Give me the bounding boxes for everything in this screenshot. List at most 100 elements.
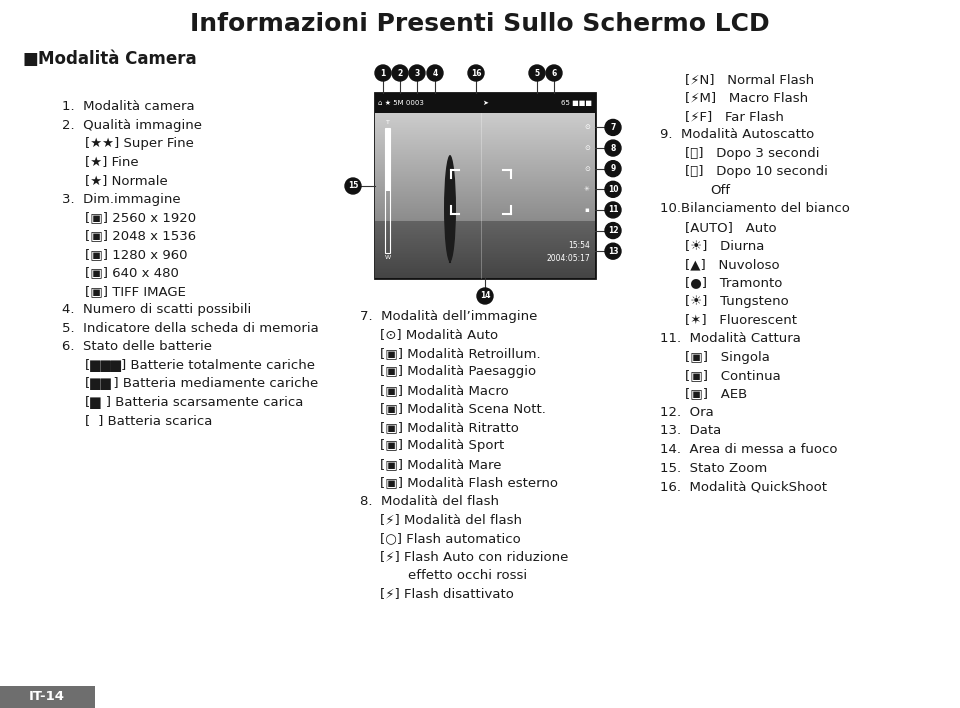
Bar [375, 254, 595, 255]
Bar [375, 116, 595, 117]
Bar [375, 135, 595, 136]
Bar [375, 114, 595, 115]
Text: 14: 14 [480, 292, 491, 300]
Circle shape [546, 65, 562, 81]
Text: 5.  Indicatore della scheda di memoria: 5. Indicatore della scheda di memoria [62, 322, 319, 335]
Bar [375, 226, 595, 227]
Bar [375, 261, 595, 262]
Bar [375, 194, 595, 195]
Bar [0, 686, 95, 708]
Text: 6: 6 [551, 69, 557, 77]
Bar [375, 251, 595, 252]
Bar [375, 199, 595, 200]
Bar [375, 140, 595, 141]
Text: ⊙: ⊙ [584, 125, 590, 130]
Bar [375, 185, 595, 186]
Circle shape [375, 65, 391, 81]
Text: 15: 15 [348, 181, 358, 190]
Bar [375, 246, 595, 247]
Bar [375, 247, 595, 248]
Bar [375, 161, 595, 162]
Bar [375, 125, 595, 126]
Text: 15:54: 15:54 [568, 241, 590, 250]
Bar [375, 227, 595, 228]
Bar [375, 149, 595, 150]
Text: [▣] Modalità Sport: [▣] Modalità Sport [380, 440, 504, 452]
Ellipse shape [444, 155, 456, 262]
Text: ⊙: ⊙ [584, 166, 590, 171]
Bar [375, 166, 595, 167]
Text: 13.  Data: 13. Data [660, 425, 721, 438]
Bar [375, 215, 595, 216]
Bar [375, 234, 595, 235]
Bar [375, 243, 595, 244]
Bar [375, 169, 595, 170]
Bar [375, 203, 595, 204]
Bar [375, 167, 595, 168]
Text: Modalità Camera: Modalità Camera [38, 50, 197, 68]
Text: [★] Fine: [★] Fine [85, 156, 138, 169]
Bar [375, 174, 595, 175]
Text: [★★] Super Fine: [★★] Super Fine [85, 137, 194, 150]
Text: [▣] Modalità Paesaggio: [▣] Modalità Paesaggio [380, 365, 536, 379]
Bar [375, 142, 595, 143]
Bar [375, 115, 595, 116]
Circle shape [529, 65, 545, 81]
Bar [385, 128, 390, 253]
Text: 12: 12 [608, 226, 618, 235]
Text: 10.Bilanciamento del bianco: 10.Bilanciamento del bianco [660, 202, 850, 215]
Bar [375, 202, 595, 203]
Bar [375, 205, 595, 206]
Text: 12.  Ora: 12. Ora [660, 406, 713, 419]
Bar [375, 262, 595, 263]
Bar [375, 141, 595, 142]
Bar [375, 118, 595, 119]
Bar [375, 196, 595, 197]
Text: [▣] Modalità Scena Nott.: [▣] Modalità Scena Nott. [380, 403, 546, 416]
Text: [▣] Modalità Retroillum.: [▣] Modalità Retroillum. [380, 347, 540, 360]
Bar [375, 159, 595, 160]
Text: 6.  Stato delle batterie: 6. Stato delle batterie [62, 341, 212, 353]
Bar [375, 208, 595, 209]
Bar [375, 191, 595, 192]
Bar [375, 225, 595, 226]
Bar [375, 133, 595, 134]
Bar [375, 218, 595, 219]
Text: Informazioni Presenti Sullo Schermo LCD: Informazioni Presenti Sullo Schermo LCD [190, 12, 770, 36]
Bar [375, 258, 595, 259]
Text: [⚡] Flash Auto con riduzione: [⚡] Flash Auto con riduzione [380, 551, 568, 564]
Bar [375, 249, 595, 250]
Bar [375, 248, 595, 249]
Text: [★] Normale: [★] Normale [85, 174, 168, 187]
Text: [▣]   AEB: [▣] AEB [685, 387, 747, 401]
Text: W: W [384, 255, 391, 260]
Bar [375, 277, 595, 278]
Bar [375, 212, 595, 213]
Bar [375, 264, 595, 265]
Text: 1.  Modalità camera: 1. Modalità camera [62, 100, 195, 113]
Text: [▣] 2048 x 1536: [▣] 2048 x 1536 [85, 229, 196, 243]
Text: 3.  Dim.immagine: 3. Dim.immagine [62, 193, 180, 205]
Circle shape [605, 120, 621, 135]
Bar [375, 221, 595, 278]
Bar [375, 177, 595, 178]
Bar [375, 259, 595, 260]
Bar [375, 134, 595, 135]
Text: Off: Off [710, 184, 730, 197]
Bar [375, 127, 595, 128]
Text: [▣]   Continua: [▣] Continua [685, 369, 780, 382]
Text: ▪: ▪ [585, 207, 589, 213]
Text: T: T [386, 120, 390, 125]
Bar [375, 186, 595, 187]
Bar [375, 204, 595, 205]
Bar [375, 137, 595, 138]
Bar [375, 179, 595, 180]
Bar [375, 269, 595, 270]
Text: 3: 3 [415, 69, 420, 77]
Bar [375, 223, 595, 224]
Bar [375, 228, 595, 229]
Bar [375, 124, 595, 125]
Text: [⚡M]   Macro Flash: [⚡M] Macro Flash [685, 91, 808, 105]
Bar [375, 211, 595, 212]
Bar [375, 120, 595, 121]
